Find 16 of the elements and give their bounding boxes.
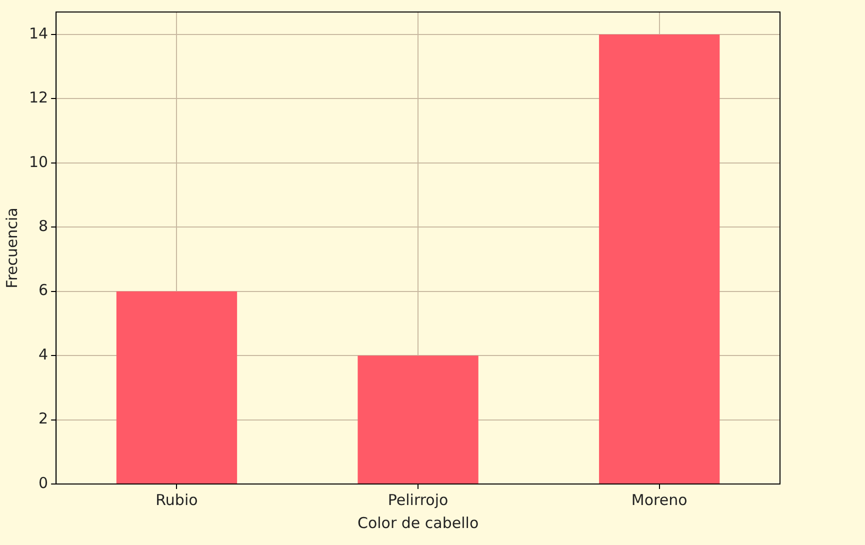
bar <box>599 34 720 484</box>
y-tick-label: 14 <box>28 24 48 42</box>
y-axis-title: Frecuencia <box>2 208 21 288</box>
y-tick-label: 6 <box>38 281 48 300</box>
bar <box>116 291 238 484</box>
x-tick-label: Moreno <box>631 490 688 509</box>
y-tick-label: 10 <box>28 152 48 171</box>
y-tick-label: 12 <box>28 88 48 107</box>
y-tick-label: 2 <box>38 410 48 428</box>
x-axis-title: Color de cabello <box>357 514 479 532</box>
y-tick-label: 4 <box>38 345 48 364</box>
x-tick-label: Rubio <box>156 490 198 509</box>
bar <box>358 356 478 484</box>
x-tick-label: Pelirrojo <box>388 490 448 509</box>
y-tick-label: 0 <box>38 474 48 492</box>
y-tick-label: 8 <box>38 217 48 236</box>
